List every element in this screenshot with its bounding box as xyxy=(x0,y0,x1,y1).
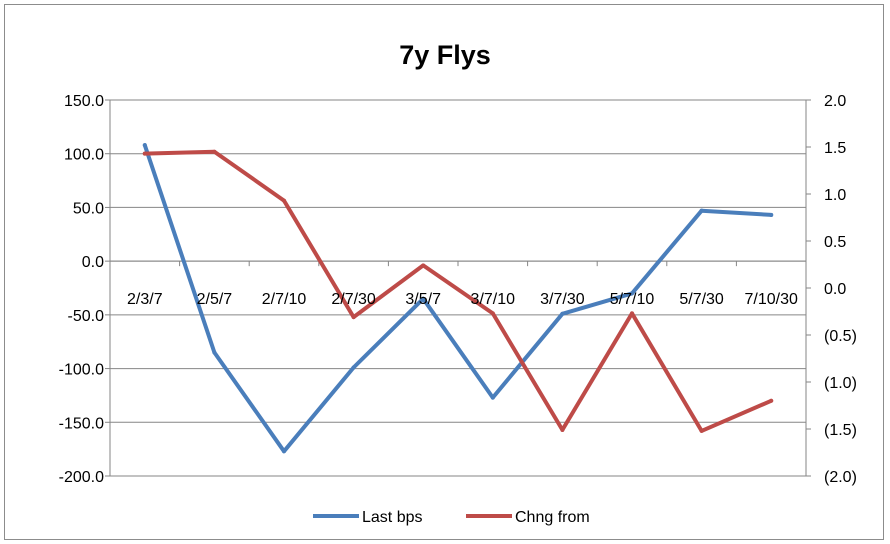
category-tick-labels: 2/3/7 2/5/7 2/7/10 2/7/30 3/5/7 3/7/10 3/7/30 5… xyxy=(127,291,798,308)
left-tick-label-6: -150.0 xyxy=(59,415,104,432)
series-0-point-6 xyxy=(560,311,565,316)
right-tick-label-4: 0.0 xyxy=(824,281,846,298)
series-1-point-2 xyxy=(282,198,286,203)
legend-label-chng-from: Chng from xyxy=(515,509,590,526)
right-tick-label-6: (1.0) xyxy=(824,375,857,392)
left-tick-label-7: -200.0 xyxy=(59,469,104,486)
series-line-0 xyxy=(142,143,774,454)
series-1-point-3 xyxy=(351,315,356,320)
gridlines xyxy=(110,99,806,477)
category-label-6: 3/7/30 xyxy=(540,291,585,308)
series-1-point-1 xyxy=(212,149,217,154)
right-tick-label-7: (1.5) xyxy=(824,422,857,439)
left-tick-label-0: 150.0 xyxy=(64,93,104,110)
series-1-point-9 xyxy=(769,398,774,403)
category-label-7: 5/7/10 xyxy=(610,291,655,308)
category-label-1: 2/5/7 xyxy=(197,291,233,308)
series-0-point-1 xyxy=(212,350,217,355)
category-label-5: 3/7/10 xyxy=(471,291,516,308)
series-0-point-4 xyxy=(421,296,426,301)
series-1-point-8 xyxy=(699,428,704,433)
right-tick-label-3: 0.5 xyxy=(824,234,846,251)
left-tick-label-1: 100.0 xyxy=(64,147,104,164)
series-1-point-7 xyxy=(630,311,634,316)
left-tick-label-5: -100.0 xyxy=(59,362,104,379)
series-lines xyxy=(142,143,774,454)
left-tick-label-3: 0.0 xyxy=(82,254,104,271)
legend-label-last-bps: Last bps xyxy=(362,509,422,526)
legend: Last bps Chng from xyxy=(313,509,590,526)
category-label-9: 7/10/30 xyxy=(745,291,798,308)
left-tick-label-2: 50.0 xyxy=(73,200,104,217)
left-axis-tick-labels: 150.0 100.0 50.0 0.0 -50.0 -100.0 -150.0 -200.0 xyxy=(59,93,104,486)
series-1-point-0 xyxy=(142,151,147,156)
category-label-2: 2/7/10 xyxy=(262,291,307,308)
series-0-point-9 xyxy=(769,212,774,217)
series-1-point-5 xyxy=(490,311,495,316)
series-0-point-7 xyxy=(630,291,634,296)
series-1-point-6 xyxy=(560,427,565,432)
category-label-0: 2/3/7 xyxy=(127,291,163,308)
series-0-point-3 xyxy=(351,365,356,370)
category-label-4: 3/5/7 xyxy=(405,291,441,308)
series-0-point-5 xyxy=(490,395,495,400)
right-tick-label-1: 1.5 xyxy=(824,140,846,157)
category-label-8: 5/7/30 xyxy=(679,291,724,308)
right-tick-label-5: (0.5) xyxy=(824,328,857,345)
axes xyxy=(105,99,811,477)
series-line-1 xyxy=(142,149,774,433)
series-1-point-4 xyxy=(421,263,426,268)
left-tick-label-4: -50.0 xyxy=(68,308,105,325)
series-0-point-0 xyxy=(142,143,147,148)
series-0-point-8 xyxy=(699,208,704,213)
chart-frame xyxy=(4,4,884,540)
series-0-point-2 xyxy=(282,449,286,454)
category-label-3: 2/7/30 xyxy=(331,291,376,308)
right-axis-tick-labels: 2.0 1.5 1.0 0.5 0.0 (0.5) (1.0) (1.5) (2.0) xyxy=(824,93,857,486)
right-tick-label-0: 2.0 xyxy=(824,93,846,110)
right-tick-label-2: 1.0 xyxy=(824,187,846,204)
right-tick-label-8: (2.0) xyxy=(824,469,857,486)
chart-title: 7y Flys xyxy=(399,40,491,70)
